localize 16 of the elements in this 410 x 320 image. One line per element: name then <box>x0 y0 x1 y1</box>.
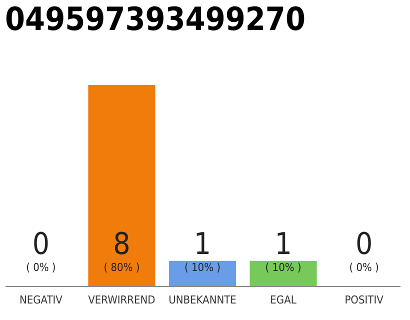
chart-title: 049597393499270 <box>5 0 306 38</box>
annotation: 0 <box>32 227 50 262</box>
annotation: 1 <box>274 227 292 262</box>
x-tick-label: POSITIV <box>344 294 384 306</box>
data-label: ( 10% ) <box>265 261 302 274</box>
x-tick-label: UNBEKANNTE <box>168 294 236 306</box>
data-label: ( 0% ) <box>349 261 380 274</box>
x-tick-label: EGAL <box>270 294 297 306</box>
annotation: 8 <box>113 227 130 262</box>
x-tick-label: NEGATIV <box>19 294 63 306</box>
annotation: 0 <box>355 227 373 262</box>
annotation: 1 <box>194 227 212 262</box>
data-label: ( 0% ) <box>26 261 56 274</box>
data-label: ( 80% ) <box>104 261 140 274</box>
data-label: ( 10% ) <box>184 261 221 274</box>
x-tick-label: VERWIRREND <box>88 294 156 306</box>
